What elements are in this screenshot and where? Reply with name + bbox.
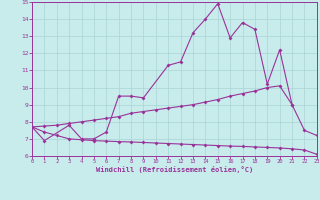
X-axis label: Windchill (Refroidissement éolien,°C): Windchill (Refroidissement éolien,°C) <box>96 166 253 173</box>
